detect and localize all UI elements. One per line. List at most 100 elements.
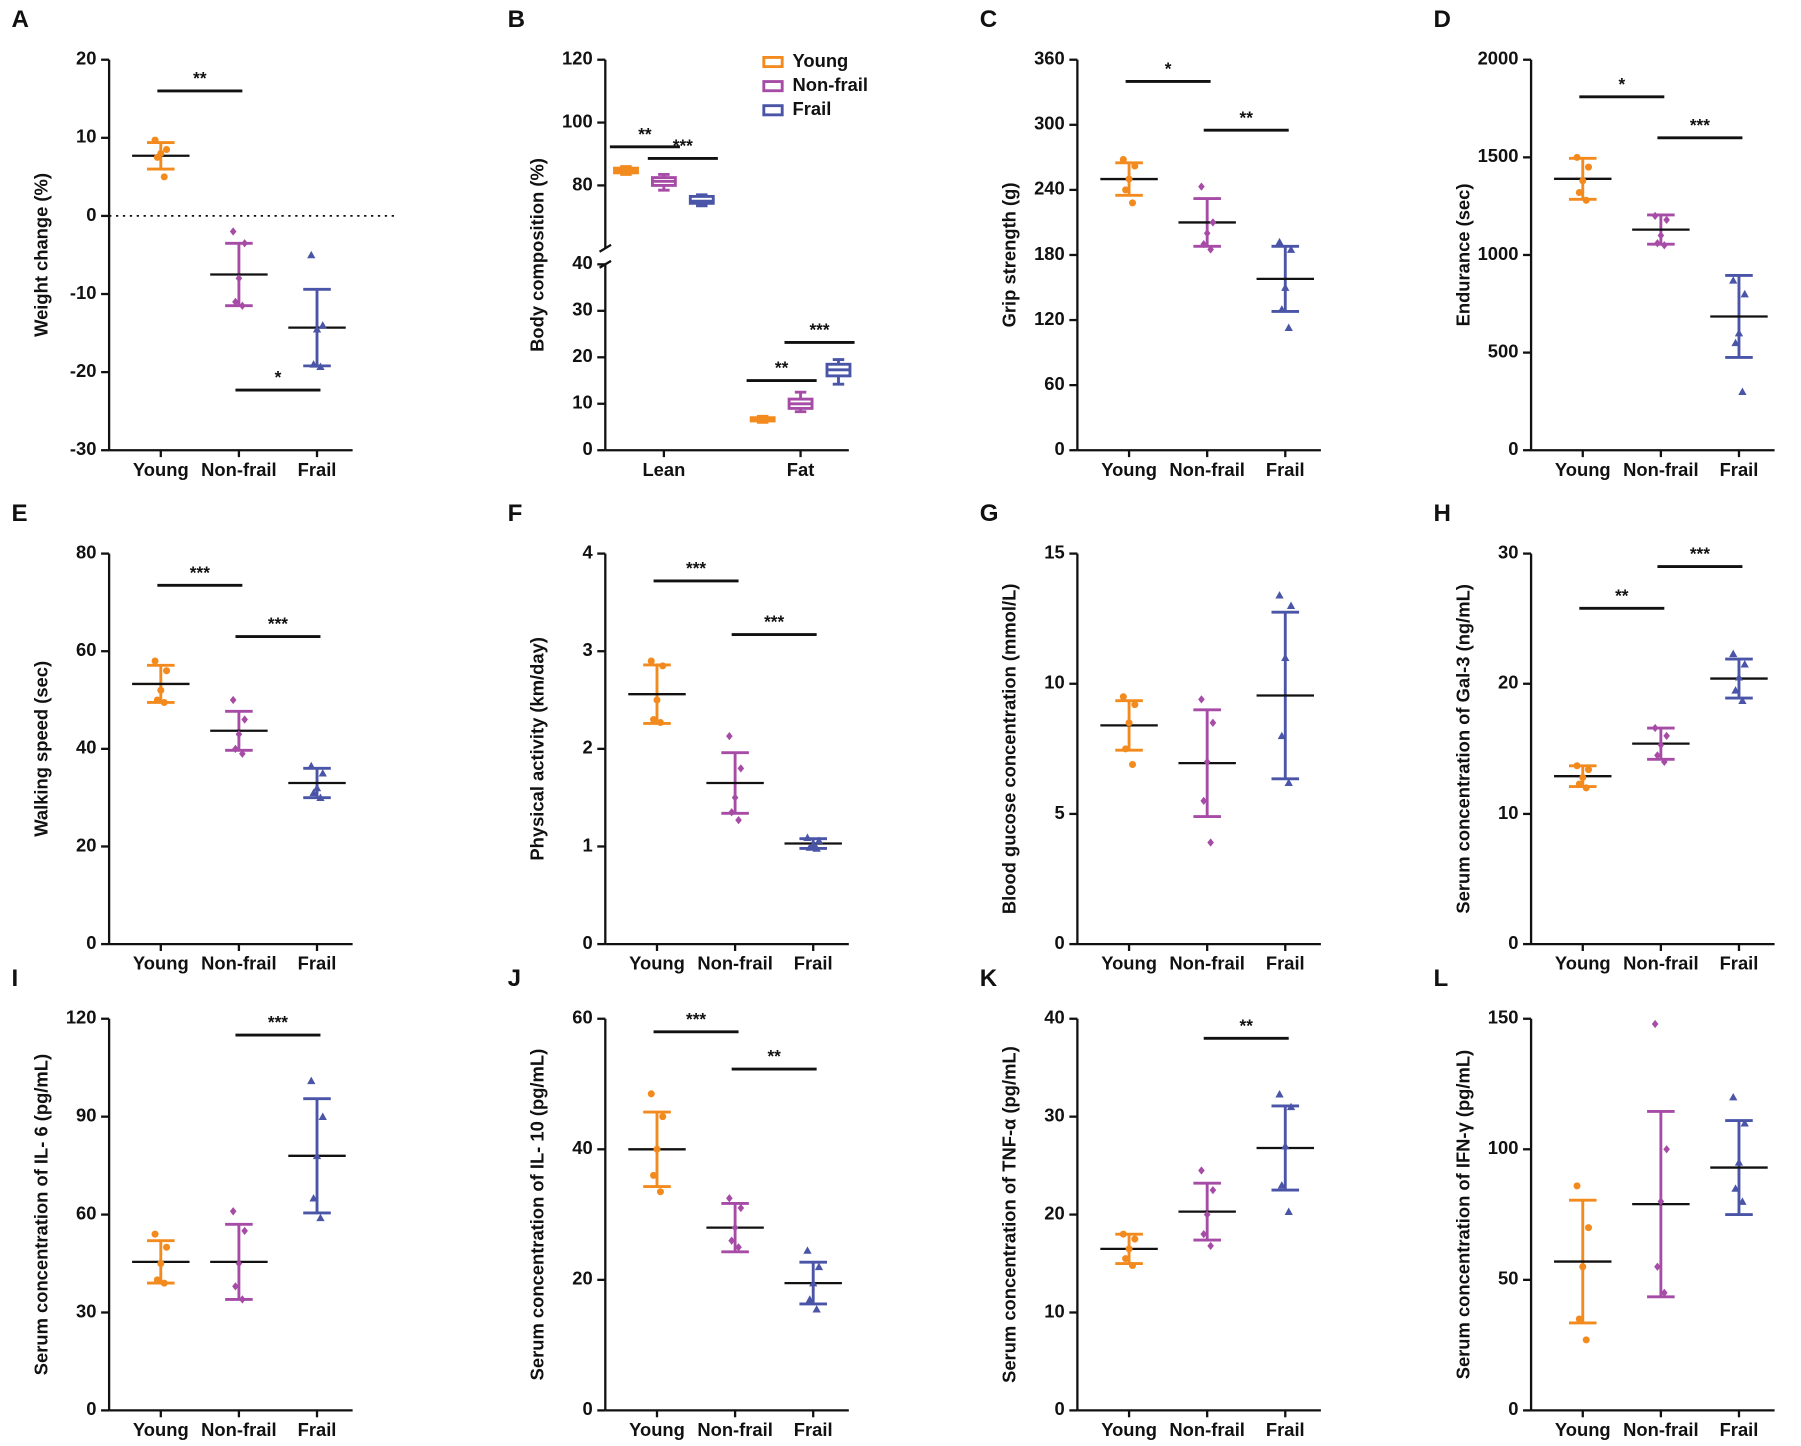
- point: [647, 1090, 655, 1098]
- panel-letter: I: [11, 965, 18, 992]
- y-tick-label: 5: [1055, 802, 1065, 823]
- point: [805, 843, 814, 851]
- significance-label: **: [193, 68, 207, 88]
- y-tick-label: 40: [76, 737, 96, 758]
- significance-label: ***: [809, 319, 829, 339]
- point: [805, 1295, 814, 1303]
- point: [1729, 276, 1738, 284]
- point: [153, 153, 161, 161]
- point: [1738, 387, 1747, 395]
- point: [1584, 1224, 1593, 1232]
- point: [151, 657, 159, 665]
- point: [153, 1276, 161, 1284]
- point: [1286, 1102, 1296, 1111]
- point: [650, 1171, 658, 1179]
- point: [1582, 1336, 1590, 1344]
- point: [1579, 773, 1587, 781]
- x-tick-label: Frail: [1720, 953, 1759, 974]
- y-axis-label: Physical activity (km/day): [527, 637, 548, 860]
- x-tick-label: Young: [133, 953, 189, 974]
- point: [1729, 649, 1738, 658]
- y-tick-label: -20: [70, 360, 97, 381]
- point: [318, 1112, 327, 1120]
- panel-letter: C: [980, 6, 997, 33]
- point: [1200, 796, 1208, 806]
- point: [241, 239, 248, 248]
- point: [1203, 1210, 1211, 1219]
- point: [814, 1262, 824, 1271]
- point: [656, 718, 664, 726]
- y-tick-label: 120: [1034, 308, 1065, 329]
- x-tick-label: Non-frail: [1623, 1419, 1698, 1440]
- point: [1119, 693, 1127, 701]
- point: [1663, 731, 1670, 740]
- point: [1286, 601, 1296, 609]
- y-axis-label: Serum concentration of IFN-γ (pg/mL): [1452, 1050, 1473, 1379]
- y-tick-label: 150: [1488, 1007, 1519, 1028]
- point: [653, 1145, 661, 1153]
- y-tick-label: 2000: [1478, 48, 1519, 69]
- y-tick-label: 20: [572, 1268, 592, 1289]
- y-tick-label: 0: [1508, 438, 1518, 459]
- point: [1584, 163, 1593, 171]
- point: [647, 657, 655, 665]
- point: [160, 173, 168, 181]
- axis-break: [598, 243, 612, 269]
- point: [239, 301, 246, 310]
- y-tick-label: 20: [572, 345, 592, 366]
- point: [235, 730, 243, 739]
- point: [1729, 1092, 1738, 1101]
- x-tick-label: Young: [1101, 459, 1157, 480]
- legend-swatch: [762, 104, 784, 117]
- x-tick-label: Young: [629, 1419, 685, 1440]
- y-tick-label: 360: [1034, 48, 1065, 69]
- y-axis-label: Blood gucose concentration (mmol/L): [999, 584, 1020, 914]
- point: [812, 844, 821, 852]
- point: [1207, 838, 1214, 847]
- point: [1209, 218, 1217, 227]
- y-axis-label: Endurance (sec): [1452, 184, 1473, 327]
- point: [726, 1194, 733, 1203]
- point: [1203, 229, 1211, 238]
- point: [318, 769, 327, 777]
- significance-label: ***: [673, 135, 693, 155]
- point: [157, 686, 165, 694]
- point: [1575, 188, 1583, 197]
- point: [1281, 1141, 1290, 1150]
- point: [1281, 283, 1290, 291]
- y-tick-label: 60: [76, 1202, 96, 1223]
- point: [307, 250, 316, 259]
- point: [1129, 760, 1137, 768]
- panel-letter: B: [508, 6, 525, 33]
- legend-swatch: [762, 80, 784, 93]
- y-tick-label: 20: [76, 48, 96, 69]
- point: [1284, 323, 1293, 331]
- x-tick-label: Young: [133, 459, 189, 480]
- point: [1740, 289, 1749, 298]
- point: [1275, 1090, 1284, 1098]
- point: [229, 227, 237, 236]
- x-tick-label: Young: [1555, 459, 1611, 480]
- point: [1198, 1166, 1205, 1175]
- y-tick-label: 0: [1508, 1398, 1518, 1419]
- y-tick-label: 0: [582, 1398, 592, 1419]
- point: [659, 662, 667, 670]
- point: [1131, 1235, 1139, 1243]
- point: [1657, 740, 1665, 750]
- point: [1207, 245, 1214, 254]
- x-tick-label: Non-frail: [1169, 953, 1244, 974]
- x-tick-label: Non-frail: [1623, 459, 1698, 480]
- y-tick-label: 20: [76, 834, 96, 855]
- point: [1286, 245, 1296, 253]
- point: [1198, 695, 1205, 704]
- point: [650, 716, 658, 724]
- x-tick-label: Non-frail: [201, 1419, 276, 1440]
- whisker: [832, 358, 845, 386]
- point: [1584, 766, 1593, 774]
- y-tick-label: 0: [86, 932, 96, 953]
- point: [1275, 237, 1284, 246]
- point: [151, 1230, 159, 1238]
- point: [1209, 1185, 1217, 1195]
- point: [1582, 196, 1590, 204]
- y-axis-label: Serum concentration of IL- 10 (pg/mL): [527, 1049, 548, 1381]
